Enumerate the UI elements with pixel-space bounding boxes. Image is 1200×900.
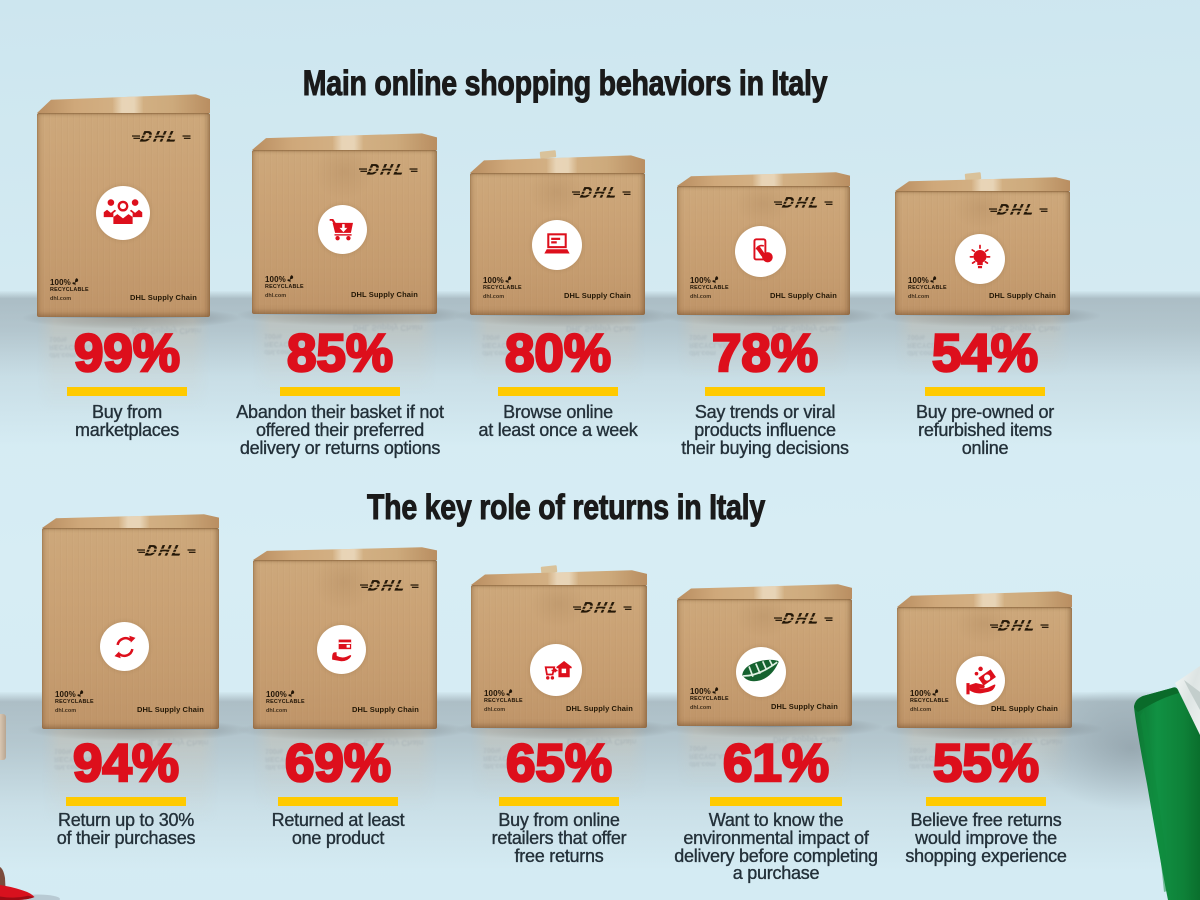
svg-text:DHL: DHL — [144, 544, 186, 558]
svg-text:DHL: DHL — [366, 163, 408, 177]
svg-text:DHL: DHL — [580, 601, 622, 615]
svg-text:DHL: DHL — [579, 186, 621, 200]
svg-text:DHL: DHL — [996, 203, 1038, 217]
svg-text:DHL: DHL — [139, 130, 181, 144]
svg-text:DHL: DHL — [997, 619, 1039, 633]
svg-text:DHL: DHL — [781, 612, 823, 626]
svg-text:DHL: DHL — [781, 196, 823, 210]
svg-text:DHL: DHL — [367, 579, 409, 593]
